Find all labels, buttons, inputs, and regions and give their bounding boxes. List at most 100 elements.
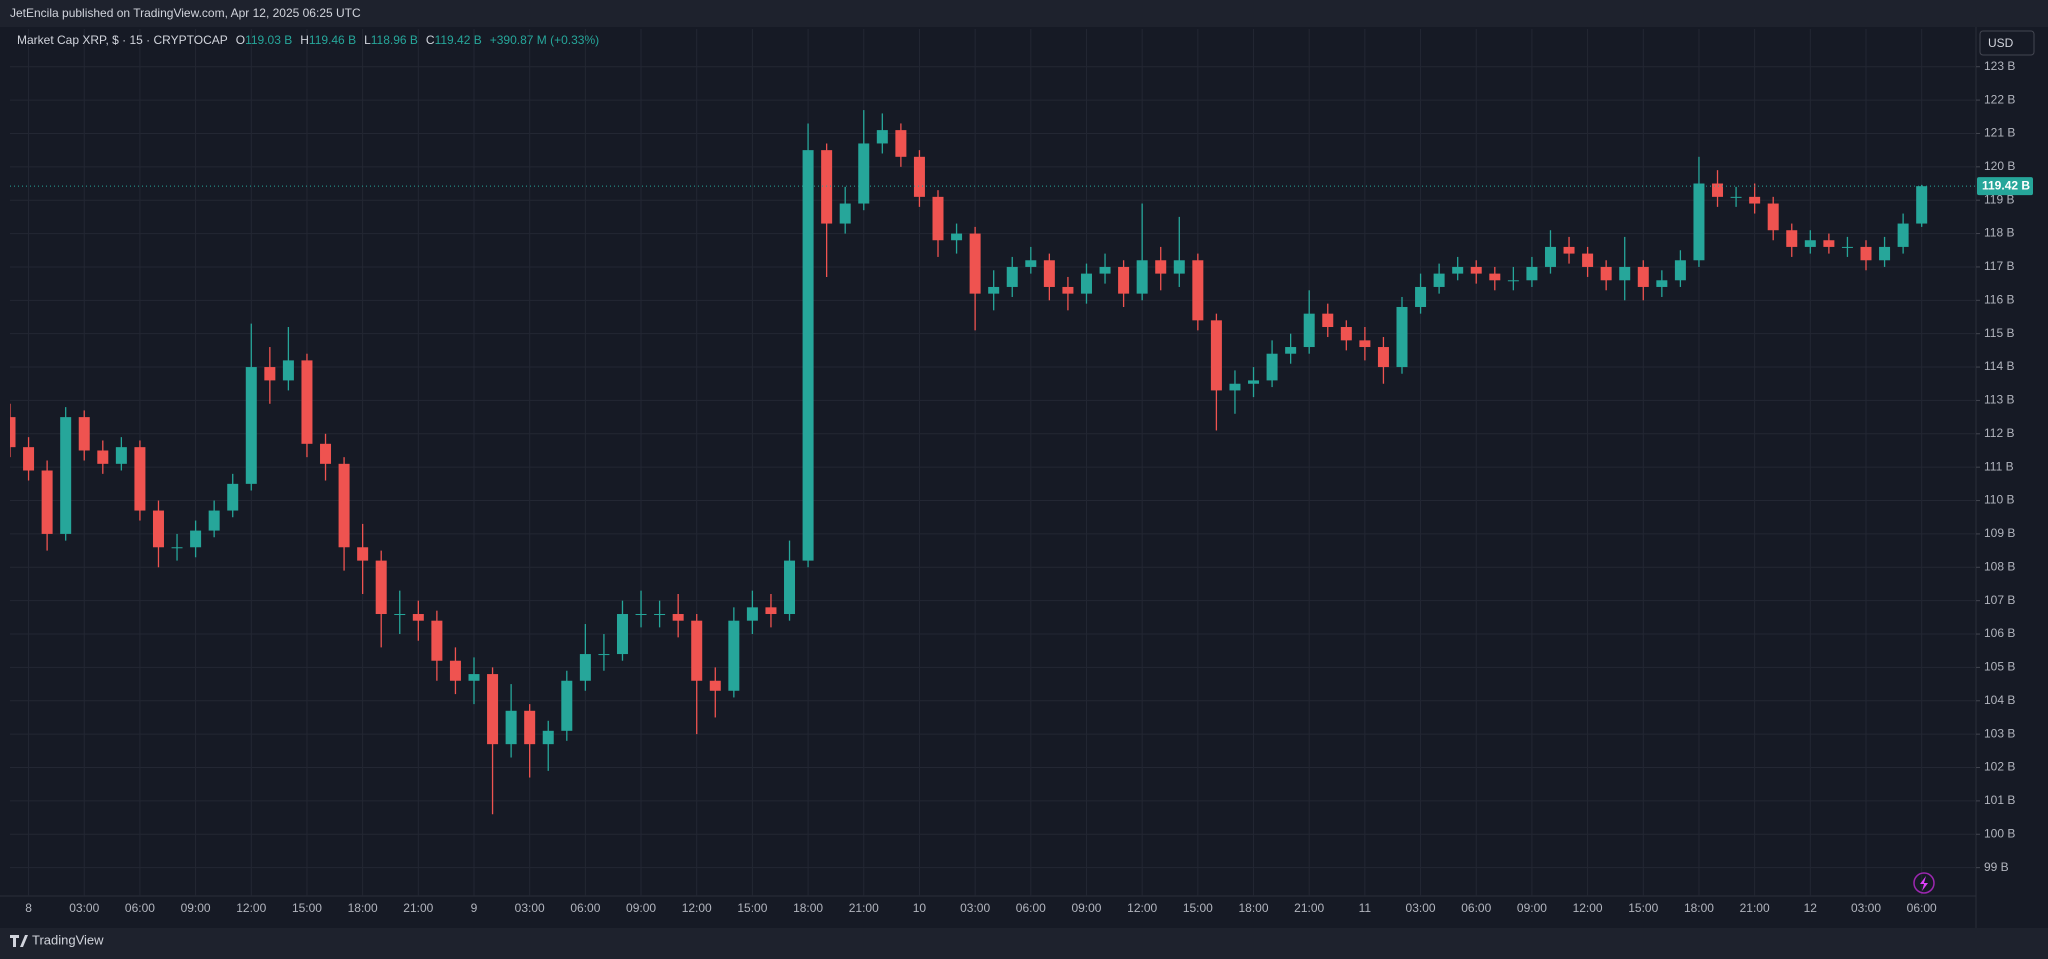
y-tick-label: 112 B [1984, 426, 2014, 440]
candle-body [1173, 260, 1185, 274]
legend-title: Market Cap XRP, $ · 15 · CRYPTOCAP [17, 33, 228, 47]
y-tick-label: 120 B [1984, 159, 2015, 173]
legend-change: +390.87 M (+0.33%) [490, 33, 599, 47]
x-tick-label: 12:00 [682, 901, 712, 915]
candle-body [1712, 183, 1724, 197]
publisher: JetEncila published on TradingView.com, … [10, 6, 361, 20]
candle-body [802, 150, 814, 561]
currency: USD [1988, 36, 2014, 50]
y-tick-label: 115 B [1984, 326, 2014, 340]
candle-body [1897, 223, 1909, 247]
candle-body [1582, 253, 1594, 267]
x-tick-label: 09:00 [1071, 901, 1101, 915]
candle-body [1099, 266, 1111, 274]
candle-body [1415, 286, 1427, 307]
candle-body [190, 530, 202, 548]
candle-body [1823, 240, 1835, 247]
x-tick-label: 18:00 [1684, 901, 1714, 915]
x-tick-label: 8 [25, 901, 32, 915]
x-tick-label: 03:00 [1851, 901, 1881, 915]
candle-body [1656, 280, 1668, 287]
legend-ohlc-label: H [300, 33, 309, 47]
candle-body [320, 443, 332, 464]
currency-box [1979, 30, 2035, 56]
candle-body [1786, 230, 1798, 247]
x-tick-label: 03:00 [960, 901, 990, 915]
candle-body [1433, 273, 1445, 287]
y-tick-label: 113 B [1984, 393, 2014, 407]
footer-bar [0, 928, 2048, 959]
legend: Market Cap XRP, $ · 15 · CRYPTOCAP O119.0… [17, 33, 599, 47]
candle-body [394, 614, 406, 616]
candle-body [728, 620, 740, 691]
legend-ohlc-label: L [364, 33, 371, 47]
x-tick-label: 21:00 [1294, 901, 1324, 915]
x-tick-label: 06:00 [1907, 901, 1937, 915]
y-tick-label: 121 B [1984, 126, 2015, 140]
x-tick-label: 10 [913, 901, 927, 915]
candle-body [1136, 260, 1148, 294]
y-tick-label: 123 B [1984, 59, 2015, 73]
x-tick-label: 12 [1804, 901, 1818, 915]
legend-ohlc-value: 119.46 B [309, 33, 356, 47]
candle-body [951, 233, 963, 241]
x-tick-label: 18:00 [348, 901, 378, 915]
candle-body [10, 417, 16, 448]
last-price-label: 119.42 B [1982, 178, 2030, 192]
y-tick-label: 122 B [1984, 92, 2015, 106]
candle-body [542, 730, 554, 745]
legend-ohlc-label: O [236, 33, 245, 47]
y-tick-label: 100 B [1984, 826, 2015, 840]
candle-body [1767, 203, 1779, 231]
x-tick-label: 09:00 [181, 901, 211, 915]
last-price-box [1977, 177, 2033, 196]
candle-body [282, 360, 294, 381]
candle-body [821, 150, 833, 224]
candle-body [784, 560, 796, 615]
candle-body [1359, 340, 1371, 348]
candle-body [375, 560, 387, 615]
candle-body [1062, 286, 1074, 294]
x-tick-label: 21:00 [403, 901, 433, 915]
candle-body [152, 510, 164, 548]
y-tick-label: 101 B [1984, 793, 2015, 807]
candle-body [1285, 347, 1297, 354]
candle-body [60, 417, 72, 534]
candle-body [338, 463, 350, 548]
candle-body [505, 710, 517, 745]
candle-body [1340, 327, 1352, 341]
candle-body [765, 607, 777, 615]
y-tick-label: 116 B [1984, 292, 2014, 306]
candle-body [1619, 266, 1631, 281]
x-tick-label: 03:00 [1406, 901, 1436, 915]
x-tick-label: 21:00 [849, 901, 879, 915]
candle-body [1489, 273, 1501, 281]
candle-body [1600, 266, 1612, 281]
candle-body [1526, 266, 1538, 281]
candle-body [487, 674, 499, 745]
y-tick-label: 114 B [1984, 359, 2014, 373]
y-tick-label: 99 B [1984, 860, 2009, 874]
candle-body [1192, 260, 1204, 321]
candle-body [245, 367, 257, 484]
y-tick-label: 104 B [1984, 693, 2015, 707]
x-tick-label: 12:00 [1573, 901, 1603, 915]
x-tick-label: 15:00 [737, 901, 767, 915]
candle-body [115, 447, 127, 464]
candle-body [1377, 347, 1389, 368]
candle-body [431, 620, 443, 661]
x-tick-label: 03:00 [515, 901, 545, 915]
legend-ohlc-value: 119.03 B [245, 33, 292, 47]
x-tick-label: 12:00 [1127, 901, 1157, 915]
candle-body [598, 654, 610, 656]
candle-body [449, 660, 461, 681]
publisher-bar [0, 0, 2048, 27]
candle-body [23, 447, 35, 471]
legend-ohlc-value: 119.42 B [435, 33, 482, 47]
x-tick-label: 03:00 [69, 901, 99, 915]
y-tick-label: 107 B [1984, 593, 2015, 607]
candle-body [1266, 353, 1278, 381]
candle-body [524, 710, 536, 745]
candle-body [1637, 266, 1649, 287]
